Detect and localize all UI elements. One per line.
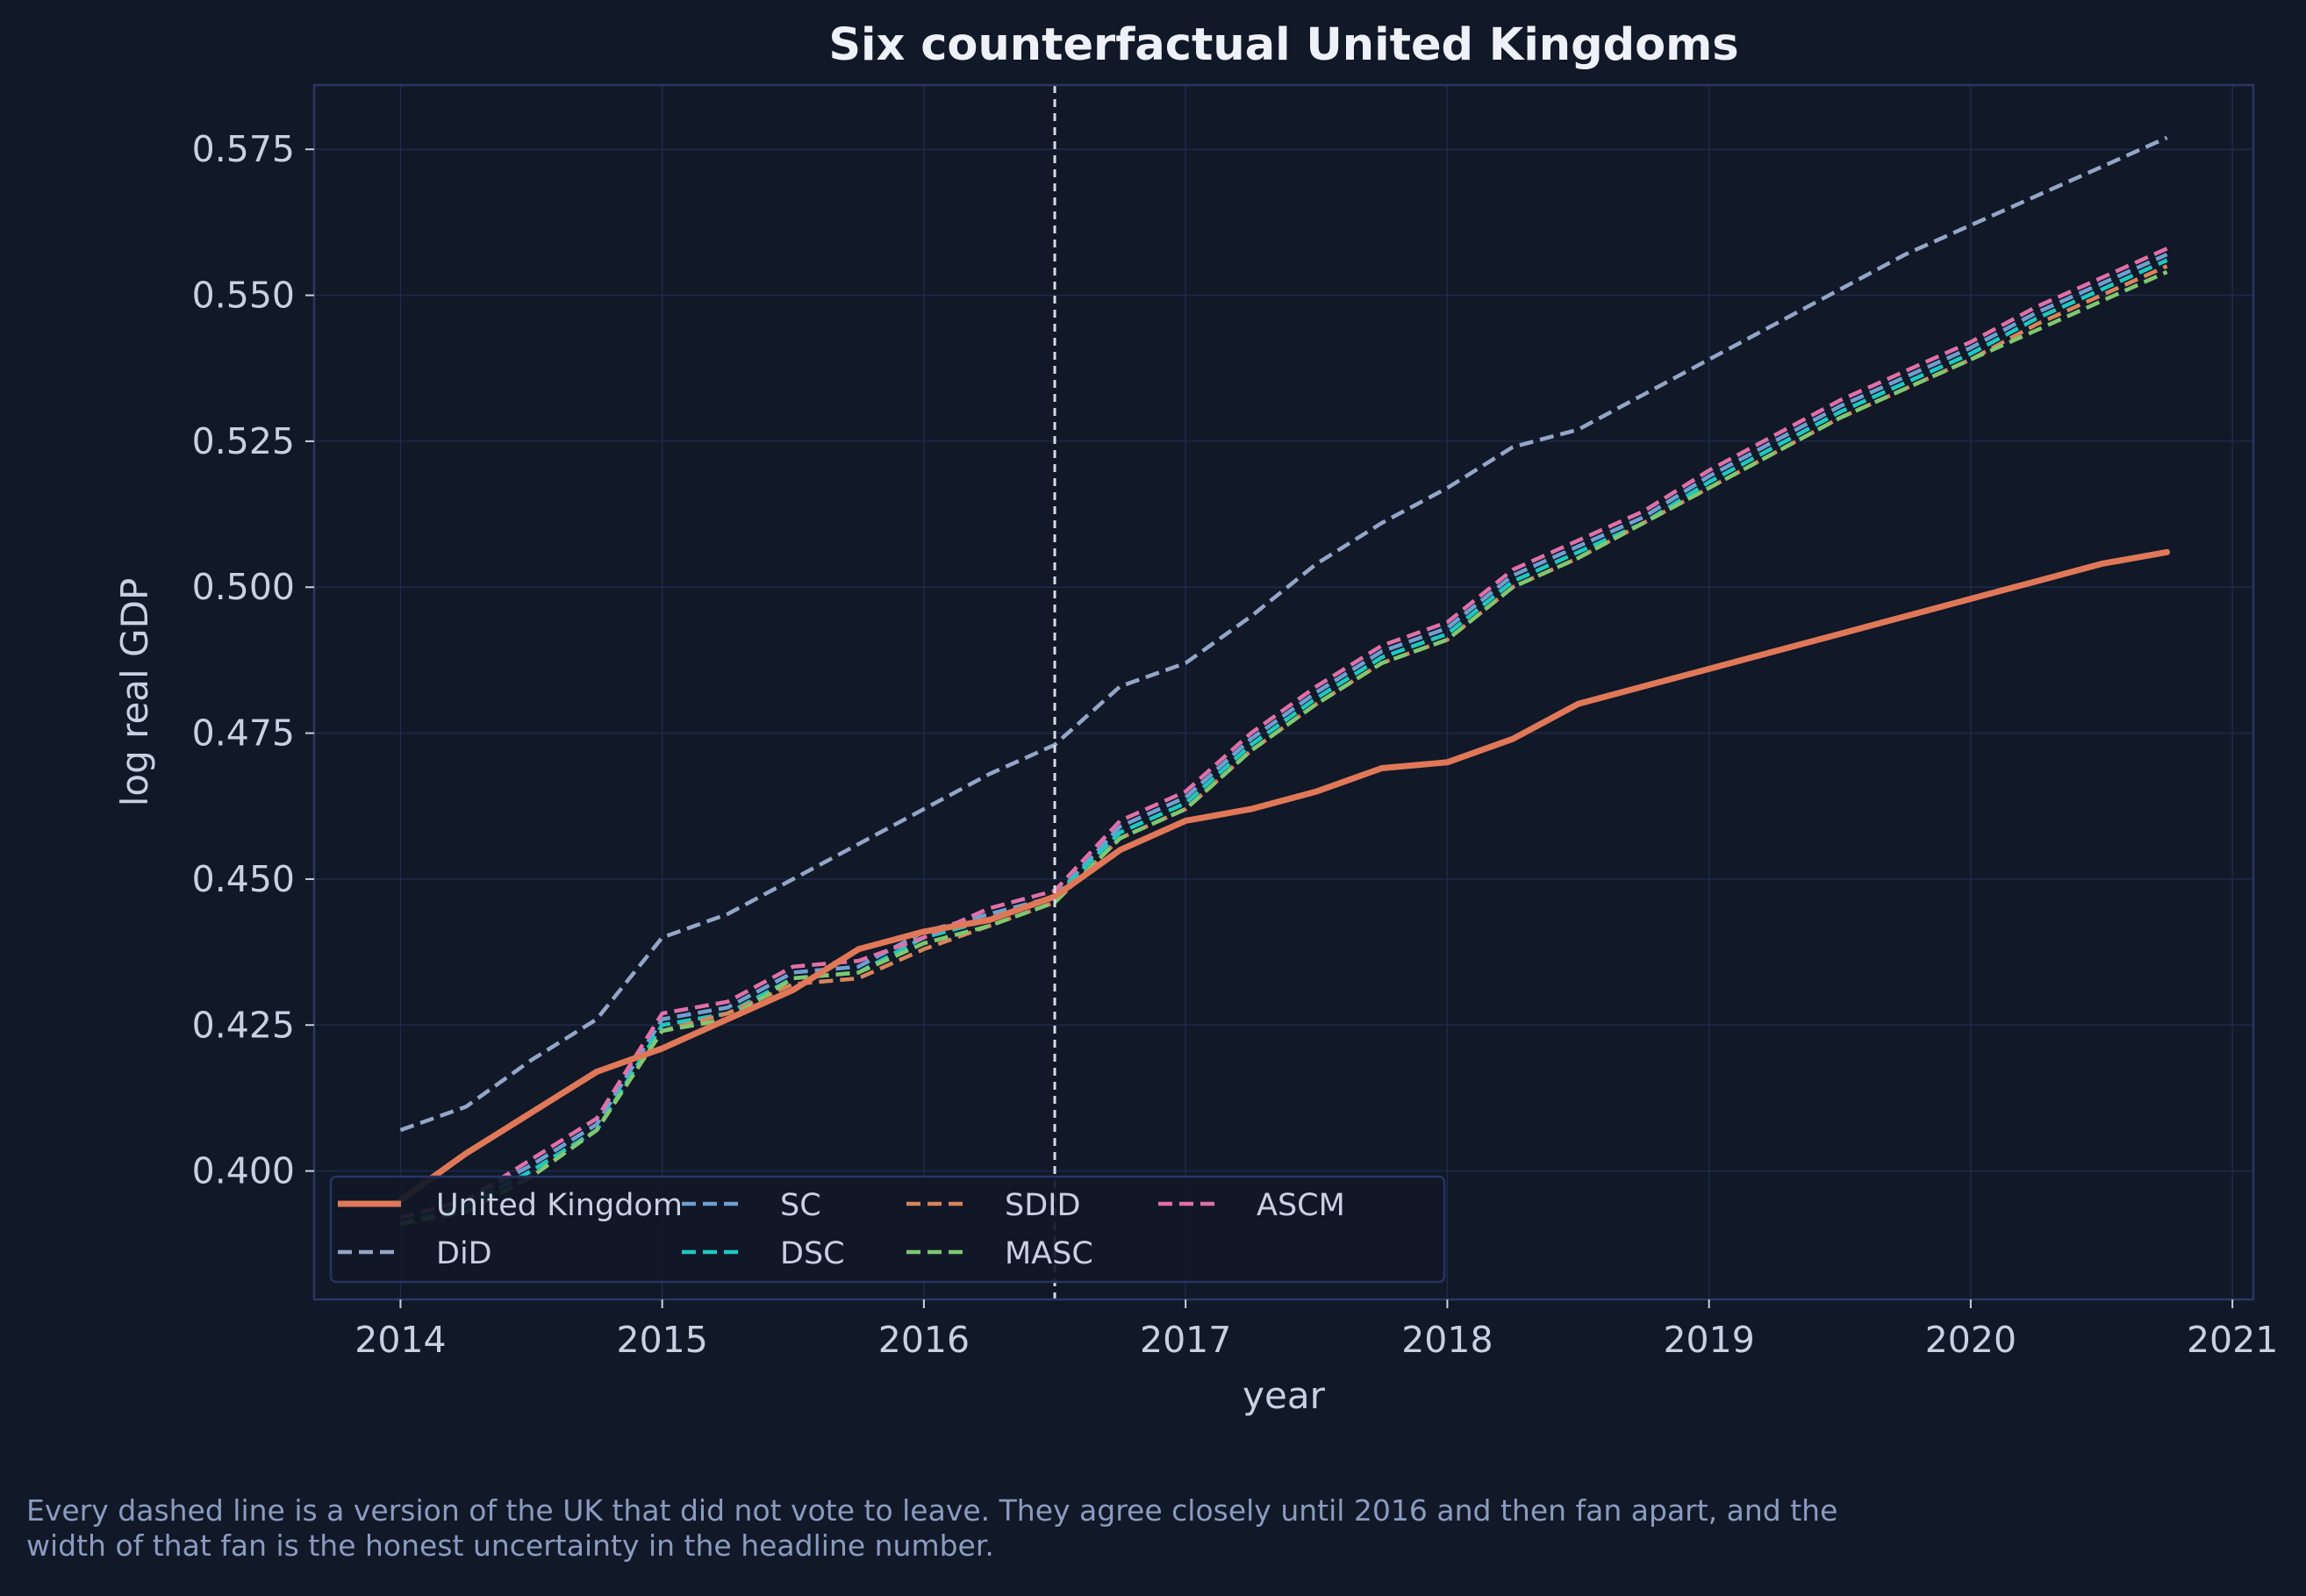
legend-label: DSC	[780, 1236, 845, 1271]
axis-ticks: 2014 2015 2016 2017 2018 2019 2020 2021 0.400 0.4…	[192, 128, 2279, 1361]
caption-line-2: width of that fan is the honest uncertai…	[26, 1528, 994, 1563]
y-tick-label: 0.450	[192, 858, 295, 900]
legend-label: United Kingdom	[436, 1188, 683, 1223]
x-tick-label: 2014	[354, 1319, 446, 1361]
series-line-united-kingdom	[397, 548, 2171, 1204]
legend-label: MASC	[1005, 1236, 1093, 1271]
y-tick-label: 0.425	[192, 1004, 295, 1046]
x-tick-label: 2021	[2187, 1319, 2278, 1361]
y-tick-label: 0.550	[192, 275, 295, 317]
legend-label: SC	[780, 1188, 821, 1223]
x-tick-label: 2018	[1401, 1319, 1493, 1361]
legend-label: ASCM	[1257, 1188, 1345, 1223]
series-line-ascm	[399, 247, 2168, 1220]
plot-area	[314, 85, 2253, 1299]
series-line-sc	[399, 252, 2168, 1220]
y-tick-label: 0.525	[192, 420, 295, 462]
caption-line-1: Every dashed line is a version of the UK…	[26, 1493, 1838, 1528]
grid	[314, 85, 2253, 1299]
chart-title: Six counterfactual United Kingdoms	[828, 19, 1738, 71]
y-axis-label: log real GDP	[113, 578, 156, 807]
x-tick-label: 2016	[878, 1319, 970, 1361]
y-tick-label: 0.400	[192, 1150, 295, 1192]
legend-label: DiD	[436, 1236, 492, 1271]
x-tick-label: 2015	[616, 1319, 707, 1361]
y-tick-label: 0.575	[192, 128, 295, 170]
x-axis-label: year	[1243, 1374, 1325, 1417]
series-line-did	[399, 135, 2168, 1133]
caption: Every dashed line is a version of the UK…	[26, 1493, 2088, 1564]
x-tick-label: 2017	[1140, 1319, 1231, 1361]
series-line-dsc	[399, 258, 2168, 1226]
x-tick-label: 2020	[1925, 1319, 2016, 1361]
y-tick-label: 0.500	[192, 566, 295, 608]
y-tick-label: 0.475	[192, 712, 295, 755]
legend-label: SDID	[1005, 1188, 1080, 1223]
legend: United Kingdom DiD SC DSC SDID MASC ASCM	[329, 1175, 1446, 1284]
series-group	[397, 135, 2171, 1226]
plot-frame	[312, 83, 2255, 1301]
x-tick-label: 2019	[1663, 1319, 1754, 1361]
